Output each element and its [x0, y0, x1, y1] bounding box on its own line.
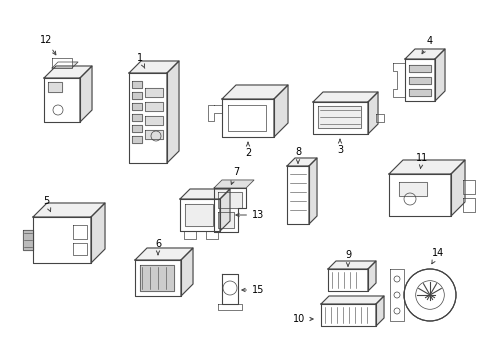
Polygon shape	[451, 160, 465, 216]
Polygon shape	[73, 243, 87, 255]
Polygon shape	[52, 58, 72, 68]
Polygon shape	[409, 77, 431, 84]
Polygon shape	[376, 114, 384, 122]
Polygon shape	[218, 304, 242, 310]
Polygon shape	[328, 261, 376, 269]
Polygon shape	[399, 182, 427, 196]
Polygon shape	[222, 274, 238, 304]
Polygon shape	[180, 189, 230, 199]
Polygon shape	[132, 103, 142, 110]
Text: 11: 11	[416, 153, 428, 168]
Polygon shape	[23, 230, 33, 250]
Polygon shape	[145, 116, 163, 125]
Polygon shape	[435, 49, 445, 101]
Polygon shape	[44, 78, 80, 122]
Polygon shape	[376, 296, 384, 326]
Polygon shape	[368, 92, 378, 134]
Polygon shape	[222, 99, 274, 137]
Polygon shape	[218, 212, 234, 228]
Text: 1: 1	[137, 53, 145, 68]
Polygon shape	[91, 203, 105, 263]
Text: 10: 10	[293, 314, 313, 324]
Text: 15: 15	[242, 285, 265, 295]
Polygon shape	[218, 192, 242, 208]
Polygon shape	[44, 66, 92, 78]
Polygon shape	[463, 180, 475, 194]
Polygon shape	[132, 136, 142, 143]
Polygon shape	[390, 269, 404, 321]
Text: 12: 12	[40, 35, 56, 55]
Polygon shape	[73, 225, 87, 239]
Polygon shape	[368, 261, 376, 291]
Polygon shape	[135, 248, 193, 260]
Polygon shape	[33, 217, 91, 263]
Polygon shape	[313, 92, 378, 102]
Polygon shape	[321, 304, 376, 326]
Polygon shape	[132, 92, 142, 99]
Polygon shape	[145, 102, 163, 111]
Polygon shape	[393, 63, 405, 97]
Polygon shape	[214, 180, 254, 188]
Polygon shape	[184, 231, 196, 239]
Text: 2: 2	[245, 142, 251, 158]
Polygon shape	[214, 188, 246, 232]
Polygon shape	[132, 125, 142, 132]
Polygon shape	[463, 198, 475, 212]
Polygon shape	[185, 204, 213, 226]
Text: 4: 4	[422, 36, 433, 54]
Polygon shape	[206, 231, 218, 239]
Polygon shape	[145, 88, 163, 97]
Text: 8: 8	[295, 147, 301, 163]
Polygon shape	[129, 61, 179, 73]
Polygon shape	[389, 174, 451, 216]
Polygon shape	[405, 59, 435, 101]
Polygon shape	[228, 105, 266, 131]
Polygon shape	[309, 158, 317, 224]
Polygon shape	[208, 105, 222, 121]
Text: 6: 6	[155, 239, 161, 255]
Polygon shape	[409, 89, 431, 96]
Polygon shape	[220, 189, 230, 231]
Text: 7: 7	[231, 167, 239, 184]
Circle shape	[404, 269, 456, 321]
Polygon shape	[80, 66, 92, 122]
Polygon shape	[33, 203, 105, 217]
Polygon shape	[132, 114, 142, 121]
Polygon shape	[313, 102, 368, 134]
Text: 9: 9	[345, 250, 351, 266]
Polygon shape	[287, 158, 317, 166]
Polygon shape	[222, 85, 288, 99]
Polygon shape	[328, 269, 368, 291]
Text: 3: 3	[337, 139, 343, 155]
Polygon shape	[145, 130, 163, 139]
Polygon shape	[321, 296, 384, 304]
Polygon shape	[140, 265, 174, 291]
Polygon shape	[409, 65, 431, 72]
Polygon shape	[389, 160, 465, 174]
Polygon shape	[52, 62, 78, 68]
Polygon shape	[181, 248, 193, 296]
Polygon shape	[180, 199, 220, 231]
Text: 5: 5	[43, 196, 50, 212]
Polygon shape	[274, 85, 288, 137]
Polygon shape	[48, 82, 62, 92]
Text: 14: 14	[432, 248, 444, 264]
Text: 13: 13	[236, 210, 264, 220]
Polygon shape	[135, 260, 181, 296]
Polygon shape	[287, 166, 309, 224]
Polygon shape	[167, 61, 179, 163]
Polygon shape	[129, 73, 167, 163]
Polygon shape	[405, 49, 445, 59]
Polygon shape	[318, 106, 361, 128]
Polygon shape	[132, 81, 142, 88]
